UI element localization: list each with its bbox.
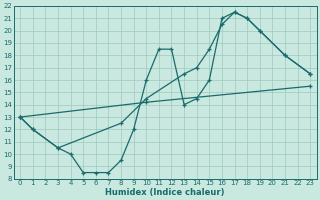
X-axis label: Humidex (Indice chaleur): Humidex (Indice chaleur) [106,188,225,197]
